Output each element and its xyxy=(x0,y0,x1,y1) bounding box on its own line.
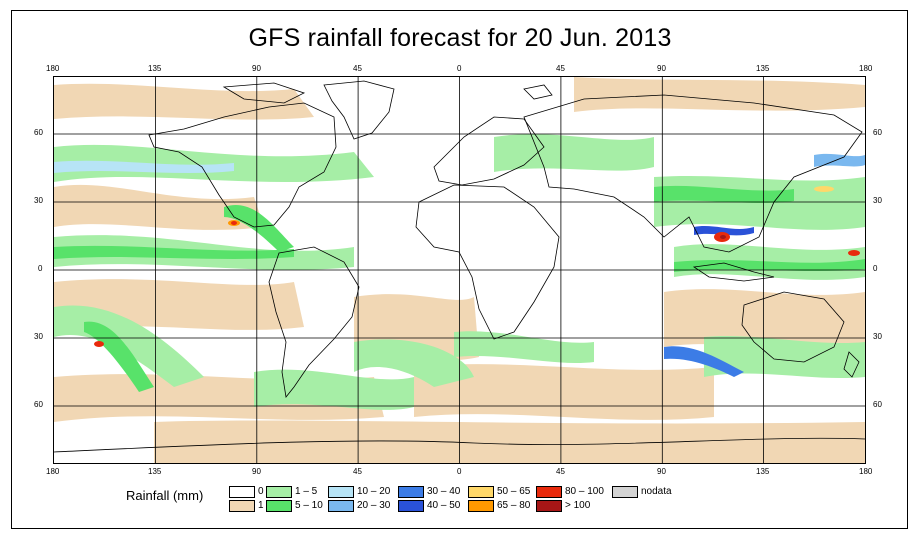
legend-swatch xyxy=(398,486,424,498)
legend-swatch xyxy=(468,486,494,498)
lon-label-bottom: 180 xyxy=(46,467,60,476)
coastline-antarctica xyxy=(54,437,865,453)
legend-title: Rainfall (mm) xyxy=(126,488,204,503)
rain-patch-1-5mm xyxy=(454,331,594,364)
rain-cell-80-100mm xyxy=(231,221,237,225)
lon-label-top: 45 xyxy=(353,64,362,73)
rain-patch-1mm xyxy=(574,77,865,112)
legend-label: 80 – 100 xyxy=(565,486,604,497)
lon-label-top: 135 xyxy=(148,64,162,73)
legend-label: 50 – 65 xyxy=(497,486,531,497)
rain-cell-over-100mm xyxy=(720,235,726,239)
legend-label: 10 – 20 xyxy=(357,486,391,497)
rain-patch-1mm xyxy=(664,289,865,350)
rain-cell-80-100mm xyxy=(848,250,860,256)
legend-swatch xyxy=(266,486,292,498)
map-title: GFS rainfall forecast for 20 Jun. 2013 xyxy=(248,24,672,52)
coastline-south-america xyxy=(268,246,360,398)
lon-label-top: 180 xyxy=(46,64,60,73)
rain-patch-1mm xyxy=(54,83,314,120)
rain-patch-5-10mm xyxy=(84,321,154,392)
legend-label: 5 – 10 xyxy=(295,500,323,511)
legend-label: 65 – 80 xyxy=(497,500,531,511)
coastline-africa xyxy=(415,184,560,340)
coastline-australia xyxy=(741,291,845,363)
legend-label: nodata xyxy=(641,486,672,497)
legend-swatch xyxy=(398,500,424,512)
coastline-svalbard xyxy=(523,84,553,100)
lat-label-right: 0 xyxy=(873,264,878,273)
legend-swatch xyxy=(328,500,354,512)
legend-swatch xyxy=(266,500,292,512)
coastlines xyxy=(54,80,865,453)
graticule xyxy=(54,77,865,463)
lat-label-left: 30 xyxy=(34,196,43,205)
rain-patch-5-10mm xyxy=(674,259,865,272)
lat-label-left: 30 xyxy=(34,332,43,341)
map-canvas xyxy=(54,77,865,463)
coastline-asia xyxy=(523,94,863,253)
lon-label-bottom: 135 xyxy=(148,467,162,476)
lon-label-bottom: 90 xyxy=(252,467,261,476)
rain-cell-50-65mm xyxy=(814,186,834,192)
lat-label-left: 60 xyxy=(34,128,43,137)
lat-label-left: 60 xyxy=(34,400,43,409)
legend-label: > 100 xyxy=(565,500,591,511)
lon-label-bottom: 90 xyxy=(657,467,666,476)
rain-patch-5-10mm xyxy=(654,185,794,203)
rain-patch-1mm xyxy=(54,184,264,230)
legend-label: 30 – 40 xyxy=(427,486,461,497)
rain-patch-20-30mm xyxy=(814,153,865,167)
lon-label-top: 0 xyxy=(457,64,462,73)
lat-label-left: 0 xyxy=(38,264,43,273)
legend-swatch xyxy=(612,486,638,498)
lon-label-top: 45 xyxy=(556,64,565,73)
rain-patch-1-5mm xyxy=(704,335,865,379)
coastline-new-zealand xyxy=(843,351,860,378)
rain-patch-1mm xyxy=(154,420,865,463)
lat-label-right: 30 xyxy=(873,196,882,205)
rain-patch-5-10mm xyxy=(224,205,294,252)
coastline-north-america xyxy=(148,102,337,228)
lon-label-top: 135 xyxy=(756,64,770,73)
lat-label-right: 60 xyxy=(873,128,882,137)
lon-label-top: 90 xyxy=(657,64,666,73)
coastline-arctic-islands xyxy=(222,82,306,104)
legend-label: 40 – 50 xyxy=(427,500,461,511)
rain-patch-1-5mm xyxy=(54,144,374,182)
legend-label: 1 xyxy=(258,500,264,511)
legend-swatch xyxy=(468,500,494,512)
rain-patch-1-5mm xyxy=(254,369,414,410)
rain-patch-1-5mm xyxy=(354,339,474,387)
legend-swatch xyxy=(229,500,255,512)
lat-label-right: 60 xyxy=(873,400,882,409)
coastline-europe xyxy=(433,116,545,186)
lat-label-right: 30 xyxy=(873,332,882,341)
lon-label-bottom: 180 xyxy=(859,467,873,476)
lon-label-bottom: 45 xyxy=(353,467,362,476)
rain-patch-40-50mm xyxy=(694,226,754,236)
coastline-greenland xyxy=(323,80,395,140)
legend-label: 20 – 30 xyxy=(357,500,391,511)
legend-label: 1 – 5 xyxy=(295,486,318,497)
rain-patch-5-10mm xyxy=(54,245,294,259)
rainfall-map xyxy=(53,76,866,464)
legend-swatch xyxy=(229,486,255,498)
figure-frame xyxy=(11,10,908,529)
rain-cell-80-100mm xyxy=(94,341,104,347)
rain-patch-1-5mm xyxy=(494,134,654,172)
lon-label-top: 180 xyxy=(859,64,873,73)
legend-swatch xyxy=(536,486,562,498)
lon-label-top: 90 xyxy=(252,64,261,73)
rain-patch-30-40mm xyxy=(664,346,744,377)
lon-label-bottom: 135 xyxy=(756,467,770,476)
coastline-indonesia xyxy=(692,262,775,282)
rain-patch-10-20mm xyxy=(54,160,234,173)
legend-swatch xyxy=(328,486,354,498)
legend-label: 0 xyxy=(258,486,264,497)
lon-label-bottom: 0 xyxy=(457,467,462,476)
lon-label-bottom: 45 xyxy=(556,467,565,476)
legend-swatch xyxy=(536,500,562,512)
